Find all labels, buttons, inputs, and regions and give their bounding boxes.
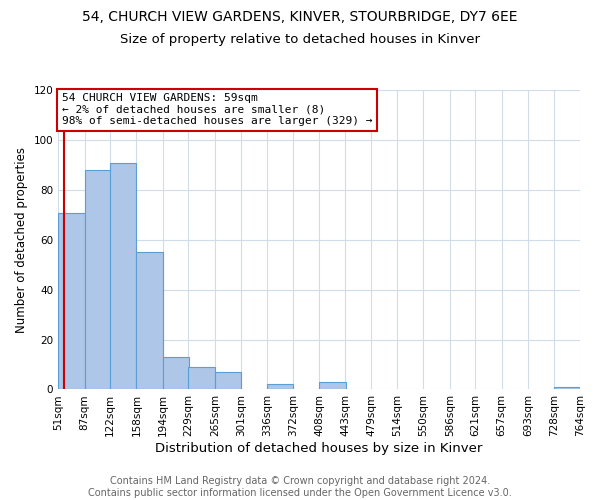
Bar [319,382,346,390]
Bar [554,387,580,390]
Bar [215,372,241,390]
Text: 54, CHURCH VIEW GARDENS, KINVER, STOURBRIDGE, DY7 6EE: 54, CHURCH VIEW GARDENS, KINVER, STOURBR… [82,10,518,24]
Bar [136,252,163,390]
Text: Contains HM Land Registry data © Crown copyright and database right 2024.
Contai: Contains HM Land Registry data © Crown c… [88,476,512,498]
Bar [58,212,85,390]
Bar [110,162,136,390]
Text: 54 CHURCH VIEW GARDENS: 59sqm
← 2% of detached houses are smaller (8)
98% of sem: 54 CHURCH VIEW GARDENS: 59sqm ← 2% of de… [62,93,373,126]
X-axis label: Distribution of detached houses by size in Kinver: Distribution of detached houses by size … [155,442,483,455]
Bar [163,357,189,390]
Bar [85,170,111,390]
Text: Size of property relative to detached houses in Kinver: Size of property relative to detached ho… [120,32,480,46]
Bar [267,384,293,390]
Bar [188,367,215,390]
Y-axis label: Number of detached properties: Number of detached properties [15,147,28,333]
